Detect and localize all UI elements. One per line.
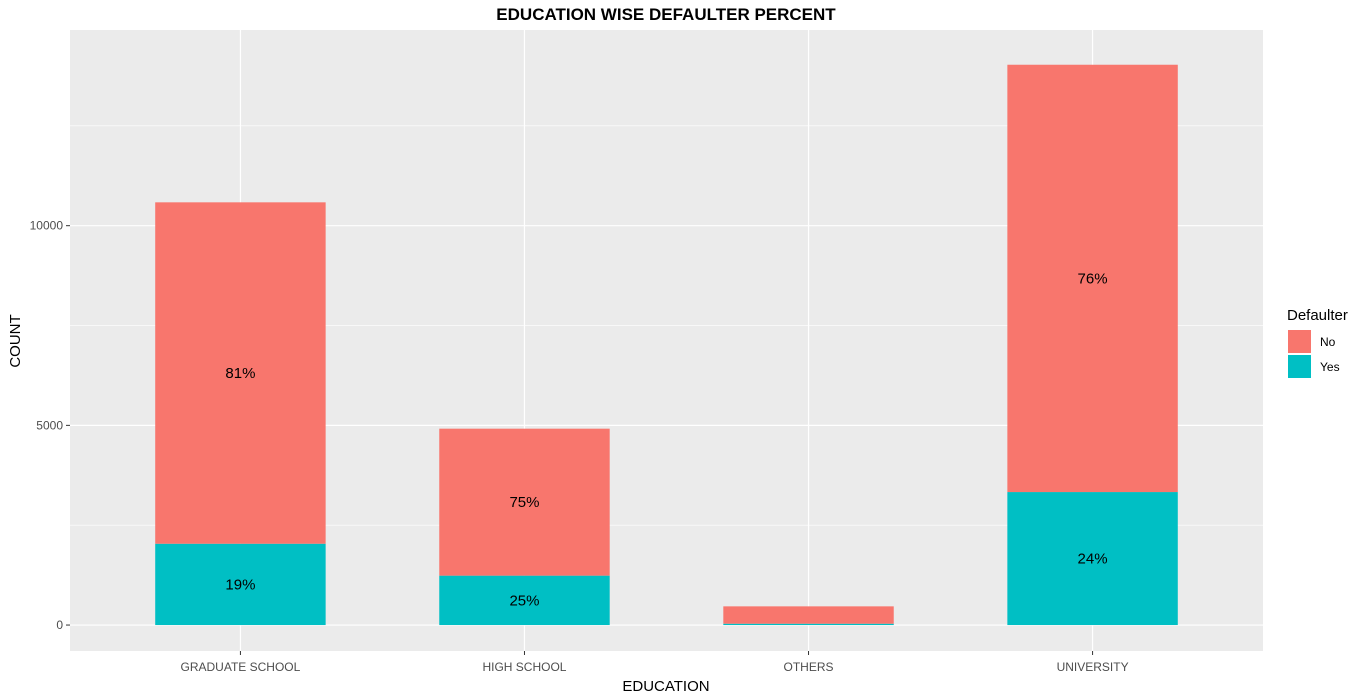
bar-label-yes-high-school: 25%: [509, 592, 539, 609]
y-tick-label: 0: [56, 618, 63, 632]
bar-yes-university: [1007, 492, 1178, 626]
x-tick-label: OTHERS: [784, 660, 834, 674]
axes: 0 5000 10000 GRADUATE SCHOOL HIGH SCHOOL OTHE…: [30, 219, 1129, 674]
bar-yes-high-school: [439, 575, 610, 626]
y-axis-title: COUNT: [7, 314, 24, 367]
x-tick-label: UNIVERSITY: [1057, 660, 1129, 674]
bar-no-graduate-school: [155, 202, 326, 544]
x-axis-title: EDUCATION: [622, 678, 709, 695]
chart-title: EDUCATION WISE DEFAULTER PERCENT: [496, 5, 836, 24]
legend-title: Defaulter: [1287, 307, 1348, 324]
bar-label-no-university: 76%: [1078, 270, 1108, 287]
bar-label-no-high-school: 75%: [509, 494, 539, 511]
bar-labels: 19% 81% 25% 75% 24% 76%: [225, 270, 1107, 609]
bar-yes-others: [723, 623, 894, 626]
bar-no-others: [723, 606, 894, 624]
legend-swatch-no: [1288, 330, 1311, 353]
bar-no-university: [1007, 64, 1178, 493]
legend-items: No Yes: [1288, 330, 1340, 378]
bars: [155, 64, 1178, 626]
bar-no-high-school: [439, 428, 610, 576]
bar-label-yes-graduate-school: 19%: [225, 576, 255, 593]
legend-label-yes: Yes: [1320, 360, 1340, 374]
x-tick-label: HIGH SCHOOL: [482, 660, 566, 674]
legend-swatch-yes: [1288, 355, 1311, 378]
y-tick-label: 5000: [36, 418, 63, 432]
y-tick-label: 10000: [30, 219, 64, 233]
legend-label-no: No: [1320, 335, 1336, 349]
x-tick-label: GRADUATE SCHOOL: [181, 660, 301, 674]
legend: Defaulter No Yes: [1287, 307, 1348, 378]
bar-label-no-graduate-school: 81%: [225, 365, 255, 382]
bar-yes-graduate-school: [155, 543, 326, 626]
bar-label-yes-university: 24%: [1078, 551, 1108, 568]
